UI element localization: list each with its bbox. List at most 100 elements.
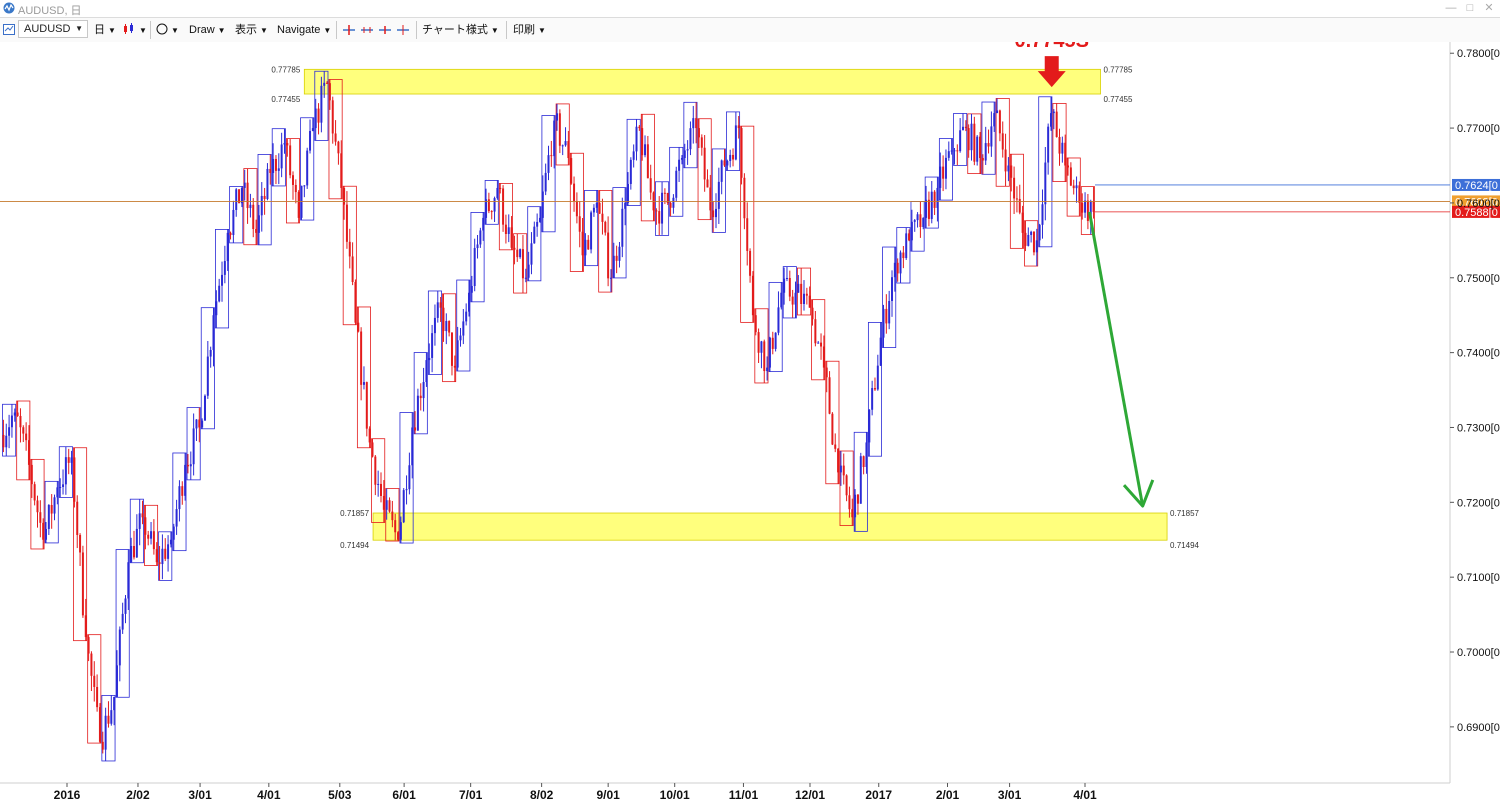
candle-body <box>805 293 808 296</box>
display-menu[interactable]: 表示 ▼ <box>235 21 268 39</box>
chevron-down-icon: ▼ <box>75 24 83 33</box>
candle-body <box>851 509 854 518</box>
scroll-left-icon[interactable] <box>379 26 391 34</box>
candle-body <box>956 150 959 152</box>
shape-dropdown[interactable]: ▼ <box>156 21 179 39</box>
candle-body <box>791 296 794 305</box>
candle-body <box>93 675 96 687</box>
weekly-box <box>399 412 414 544</box>
candle-body <box>399 522 402 540</box>
candle-body <box>104 715 107 750</box>
restore-icon[interactable]: □ <box>1466 2 1474 14</box>
candle-body <box>397 532 400 540</box>
draw-label: Draw <box>189 24 215 36</box>
zoom-in-icon[interactable] <box>343 25 355 35</box>
weekly-box <box>44 480 59 544</box>
chart-list-icon[interactable] <box>3 24 15 35</box>
candle-body <box>50 505 53 514</box>
y-axis-labels: 0.7800[0 0.7700[0 0.7600[0 0.7500[0 0.7400[0… <box>1450 48 1500 734</box>
symbol-selector[interactable]: AUDUSD ▼ <box>18 20 88 38</box>
candle-body <box>343 187 346 205</box>
candle-body <box>612 255 615 278</box>
candle-body <box>232 209 235 235</box>
timeframe-dropdown[interactable]: 日 ▼ <box>94 21 116 39</box>
weekly-box <box>513 233 528 294</box>
candle-body <box>291 175 294 185</box>
candle-body <box>578 216 581 232</box>
candle-body <box>87 637 90 654</box>
candle-body <box>1061 142 1064 154</box>
candle-body <box>1064 142 1067 166</box>
separator <box>506 21 507 39</box>
candle-body <box>422 382 425 399</box>
candle-body <box>377 483 380 485</box>
x-tick-label: 8/02 <box>530 788 554 802</box>
weekly-box <box>200 307 215 430</box>
weekly-box <box>569 152 584 272</box>
candle-body <box>246 182 249 209</box>
candle-body <box>558 113 561 146</box>
candle-body <box>993 113 996 127</box>
candle-body <box>110 710 113 724</box>
navigate-menu[interactable]: Navigate ▼ <box>277 21 331 39</box>
candle-body <box>493 198 496 212</box>
candle-body <box>462 321 465 336</box>
candle-body <box>442 307 445 332</box>
candle-body <box>831 413 834 445</box>
price-tag-bg <box>1452 178 1500 191</box>
scroll-right-icon[interactable] <box>397 25 409 35</box>
chart-style-menu[interactable]: チャート様式 ▼ <box>422 21 499 39</box>
candle-body <box>601 213 604 222</box>
candle-body <box>309 130 312 151</box>
candle-body <box>686 149 689 151</box>
candle-body <box>732 154 735 160</box>
candle-body <box>252 204 255 230</box>
weekly-box <box>427 290 442 375</box>
candle-body <box>1047 126 1050 163</box>
price-chart[interactable]: 0.77785 0.77455 0.77785 0.77455 0.71857 0.714… <box>0 42 1500 802</box>
candle-body <box>1018 198 1021 213</box>
close-icon[interactable]: ✕ <box>1484 2 1494 14</box>
candle-body <box>541 191 544 218</box>
candle-body <box>979 136 982 159</box>
candle-body <box>408 465 411 490</box>
draw-menu[interactable]: Draw ▼ <box>189 21 226 39</box>
candle-body <box>888 300 891 324</box>
candle-body <box>584 239 587 256</box>
weekly-box <box>356 306 371 449</box>
candle-body <box>206 356 209 396</box>
x-tick-label: 3/01 <box>188 788 212 802</box>
candle-body <box>845 475 848 496</box>
candle-body <box>47 505 50 529</box>
minimize-icon[interactable]: — <box>1445 2 1457 14</box>
candle-body <box>533 226 536 244</box>
candle-body <box>428 357 431 361</box>
candle-body <box>164 548 167 559</box>
candle-body <box>590 212 593 250</box>
candle-body <box>913 220 916 222</box>
zoom-out-icon[interactable] <box>361 27 373 33</box>
candle-body <box>885 308 888 324</box>
weekly-box <box>442 293 457 383</box>
candle-body <box>757 332 760 353</box>
candle-body <box>98 707 101 742</box>
candle-type-dropdown[interactable]: ▼ <box>122 21 147 39</box>
zoom-tools <box>343 25 409 35</box>
candle-body <box>516 249 519 258</box>
weekly-box <box>825 360 840 485</box>
candle-body <box>283 143 286 145</box>
candle-body <box>817 342 820 344</box>
candles <box>2 71 1095 761</box>
print-menu[interactable]: 印刷 ▼ <box>513 21 546 39</box>
weekly-box <box>640 113 655 222</box>
candle-body <box>243 182 246 188</box>
candle-body <box>519 249 522 258</box>
candle-body <box>970 123 973 151</box>
x-tick-label: 12/01 <box>795 788 825 802</box>
candle-body <box>453 365 456 368</box>
weekly-box <box>1038 96 1053 248</box>
candle-body <box>697 128 700 138</box>
candle-body <box>158 562 161 565</box>
price-tag-bg <box>1452 205 1500 218</box>
candle-body <box>257 215 260 233</box>
